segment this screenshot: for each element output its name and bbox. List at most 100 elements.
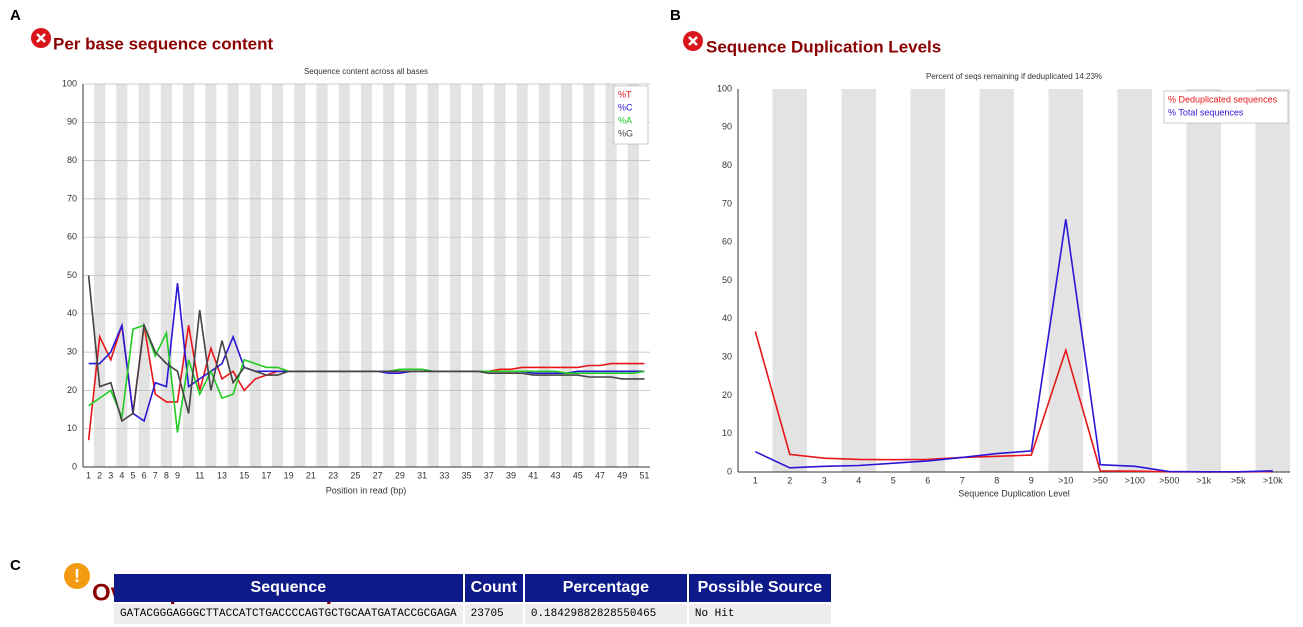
cell: No Hit — [688, 604, 831, 624]
y-tick-label: 50 — [722, 275, 732, 285]
x-tick-label: 9 — [1029, 475, 1034, 485]
x-tick-label: >10k — [1263, 475, 1283, 485]
warning-icon: ! — [64, 563, 90, 589]
x-tick-label: 3 — [108, 470, 113, 480]
x-tick-label: 23 — [328, 470, 338, 480]
chart-subtitle: Percent of seqs remaining if deduplicate… — [926, 72, 1102, 81]
y-tick-label: 100 — [717, 83, 732, 93]
x-tick-label: 31 — [417, 470, 427, 480]
x-tick-label: 13 — [217, 470, 227, 480]
stripe — [1255, 89, 1290, 472]
x-tick-label: 5 — [891, 475, 896, 485]
y-tick-label: 60 — [67, 232, 77, 242]
error-icon — [31, 28, 51, 48]
x-tick-label: 4 — [856, 475, 861, 485]
x-tick-label: >50 — [1093, 475, 1108, 485]
x-tick-label: 4 — [119, 470, 124, 480]
cell: GATACGGGAGGGCTTACCATCTGACCCCAGTGCTGCAATG… — [114, 604, 463, 624]
x-tick-label: 5 — [131, 470, 136, 480]
x-tick-label: 49 — [617, 470, 627, 480]
error-icon — [683, 31, 703, 51]
x-tick-label: 17 — [261, 470, 271, 480]
legend-entry: %G — [618, 128, 633, 138]
x-tick-label: 29 — [395, 470, 405, 480]
x-tick-label: 6 — [925, 475, 930, 485]
y-tick-label: 0 — [72, 461, 77, 471]
y-tick-label: 70 — [67, 193, 77, 203]
y-tick-label: 0 — [727, 466, 732, 476]
legend-box — [613, 85, 649, 145]
y-tick-label: 70 — [722, 198, 732, 208]
header-cell: Percentage — [524, 574, 687, 602]
x-axis-label: Sequence Duplication Level — [958, 488, 1070, 498]
x-tick-label: 45 — [573, 470, 583, 480]
y-tick-label: 30 — [67, 346, 77, 356]
chart-subtitle: Sequence content across all bases — [304, 67, 428, 76]
panel-label: C — [10, 557, 21, 574]
x-tick-label: 39 — [506, 470, 516, 480]
x-axis-label: Position in read (bp) — [326, 485, 407, 495]
x-tick-label: >500 — [1159, 475, 1179, 485]
y-tick-label: 20 — [67, 385, 77, 395]
stripe — [841, 89, 876, 472]
y-tick-label: 10 — [722, 428, 732, 438]
panel-label: B — [670, 7, 681, 24]
x-tick-label: 1 — [86, 470, 91, 480]
x-tick-label: 9 — [175, 470, 180, 480]
x-tick-label: 6 — [142, 470, 147, 480]
y-tick-label: 20 — [722, 390, 732, 400]
x-tick-label: 21 — [306, 470, 316, 480]
x-tick-label: 11 — [195, 470, 204, 480]
x-tick-label: 1 — [753, 475, 758, 485]
x-tick-label: >100 — [1125, 475, 1145, 485]
svg-text:!: ! — [74, 566, 80, 586]
y-tick-label: 30 — [722, 351, 732, 361]
x-tick-label: 7 — [960, 475, 965, 485]
x-tick-label: 51 — [639, 470, 649, 480]
y-tick-label: 90 — [67, 117, 77, 127]
series-line — [87, 275, 645, 423]
table: Sequence Count Percentage Possible Sourc… — [112, 572, 833, 626]
x-tick-label: 19 — [284, 470, 294, 480]
chart-title: Per base sequence content — [53, 34, 273, 53]
legend-entry: %T — [618, 89, 632, 99]
x-tick-label: 37 — [484, 470, 494, 480]
legend-entry: %A — [618, 115, 632, 125]
x-tick-label: 41 — [528, 470, 538, 480]
x-tick-label: >10 — [1058, 475, 1073, 485]
x-tick-label: 2 — [97, 470, 102, 480]
stripe — [1186, 89, 1221, 472]
x-tick-label: 25 — [350, 470, 360, 480]
x-tick-label: >1k — [1196, 475, 1211, 485]
x-tick-label: 8 — [164, 470, 169, 480]
stripe — [772, 89, 807, 472]
series-line — [754, 219, 1273, 473]
x-tick-label: 27 — [373, 470, 383, 480]
y-tick-label: 50 — [67, 270, 77, 280]
chart-title: Sequence Duplication Levels — [706, 37, 941, 56]
header-row: Sequence Count Percentage Possible Sourc… — [114, 574, 831, 602]
panel-label: A — [10, 7, 21, 24]
legend-box — [1163, 90, 1289, 124]
x-tick-label: 7 — [153, 470, 158, 480]
y-tick-label: 40 — [722, 313, 732, 323]
stripe — [1117, 89, 1152, 472]
x-tick-label: 33 — [439, 470, 449, 480]
legend-entry: % Total sequences — [1168, 107, 1244, 117]
y-tick-label: 10 — [67, 423, 77, 433]
header-cell: Count — [464, 574, 523, 602]
cell: 23705 — [464, 604, 523, 624]
y-tick-label: 100 — [62, 78, 77, 88]
header-cell: Possible Source — [688, 574, 831, 602]
y-tick-label: 80 — [67, 155, 77, 165]
header-cell: Sequence — [114, 574, 463, 602]
cell: 0.18429882828550465 — [524, 604, 687, 624]
legend-entry: % Deduplicated sequences — [1168, 94, 1278, 104]
x-tick-label: >5k — [1231, 475, 1246, 485]
y-tick-label: 40 — [67, 308, 77, 318]
y-tick-label: 80 — [722, 160, 732, 170]
row: GATACGGGAGGGCTTACCATCTGACCCCAGTGCTGCAATG… — [114, 604, 831, 624]
legend-entry: %C — [618, 102, 633, 112]
x-tick-label: 2 — [787, 475, 792, 485]
